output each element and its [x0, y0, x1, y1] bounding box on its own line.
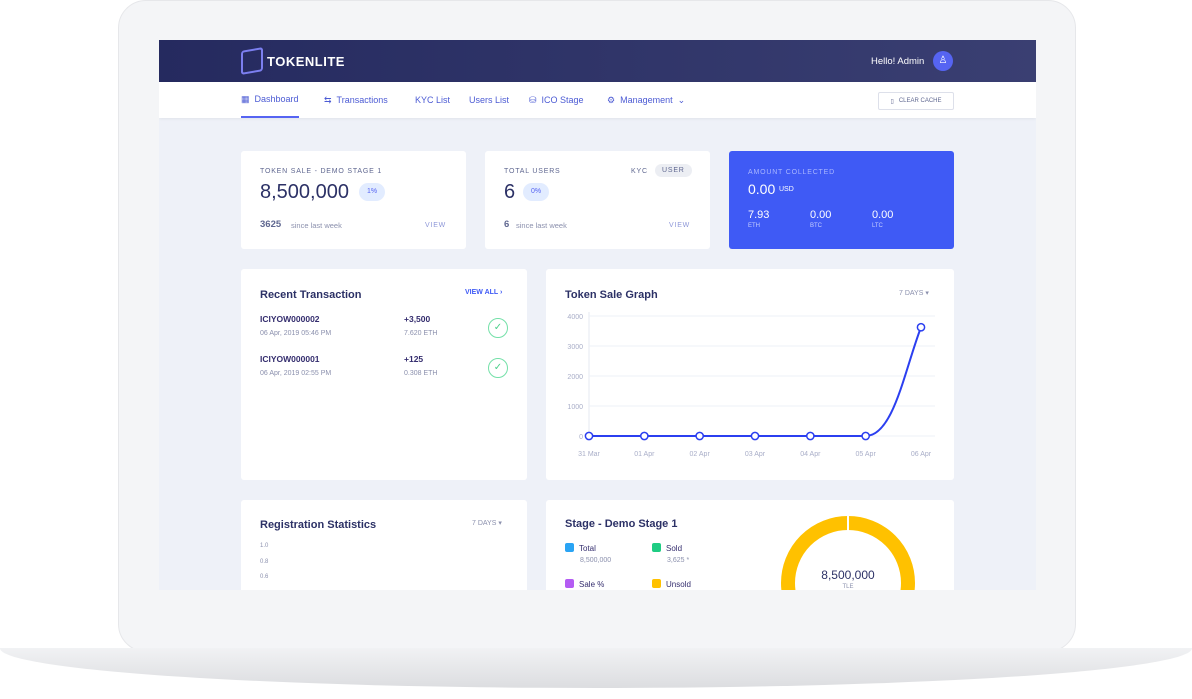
card-title: TOKEN SALE - DEMO STAGE 1 — [260, 168, 383, 175]
x-tick-label: 31 Mar — [578, 451, 600, 458]
tab-user[interactable]: USER — [655, 164, 692, 177]
users-value: 6 — [504, 181, 516, 203]
series-line — [589, 326, 922, 437]
view-all-link[interactable]: VIEW ALL › — [465, 289, 503, 296]
token-sale-card: TOKEN SALE - DEMO STAGE 1 8,500,000 1% 3… — [241, 151, 466, 249]
tx-eth: 0.308 ETH — [404, 370, 438, 377]
card-title: TOTAL USERS — [504, 168, 561, 175]
tab-transactions[interactable]: ⇆ Transactions — [324, 94, 388, 106]
since-value: 6 — [504, 219, 510, 230]
y-tick: 0.6 — [260, 574, 269, 580]
legend-total: Total 8,500,000 — [565, 543, 611, 564]
check-icon: ✓ — [488, 318, 508, 338]
grid-icon: ▦ — [241, 93, 250, 104]
btc-label: BTC — [810, 223, 822, 229]
y-tick-label: 1000 — [567, 404, 583, 411]
btc-value: 0.00 — [810, 209, 832, 221]
percent-badge: 0% — [523, 183, 549, 201]
legend-sale-percent: Sale % — [565, 579, 604, 589]
donut-gap — [847, 514, 849, 532]
data-point — [639, 431, 649, 441]
tx-id: ICIYOW000002 — [260, 314, 320, 324]
user-avatar-icon[interactable]: ♙ — [933, 51, 953, 71]
tab-management[interactable]: ⚙ Management ⌄ — [607, 94, 686, 106]
stage-card: Stage - Demo Stage 1 Total 8,500,000 Sold… — [546, 500, 954, 590]
trash-icon: ▯ — [890, 98, 894, 105]
card-title: AMOUNT COLLECTED — [748, 169, 835, 176]
card-title: Stage - Demo Stage 1 — [565, 518, 678, 530]
data-point — [695, 431, 705, 441]
tx-id: ICIYOW000001 — [260, 354, 320, 364]
legend-unsold: Unsold — [652, 579, 691, 589]
eth-value: 7.93 — [748, 209, 770, 221]
token-sale-value: 8,500,000 — [260, 181, 349, 203]
registration-statistics-card: Registration Statistics 7 DAYS ▾ 1.0 0.8… — [241, 500, 527, 590]
total-users-card: TOTAL USERS KYC USER 6 0% 6 since last w… — [485, 151, 710, 249]
since-value: 3625 — [260, 219, 282, 230]
laptop-base — [0, 648, 1192, 688]
recent-transactions-card: Recent Transaction VIEW ALL › ICIYOW0000… — [241, 269, 527, 480]
x-tick-label: 03 Apr — [745, 451, 766, 458]
screen: TOKENLITE Hello! Admin ♙ ▦ Dashboard ⇆ Tra… — [159, 40, 1036, 590]
x-tick-label: 01 Apr — [634, 451, 655, 458]
range-dropdown[interactable]: 7 DAYS ▾ — [472, 520, 502, 527]
donut-unit: TLE — [842, 584, 854, 590]
view-link[interactable]: VIEW — [425, 222, 447, 229]
tx-date: 06 Apr, 2019 02:55 PM — [260, 370, 332, 377]
chevron-down-icon: ⌄ — [677, 94, 686, 105]
view-link[interactable]: VIEW — [669, 222, 691, 229]
card-title: Recent Transaction — [260, 289, 362, 301]
tx-eth: 7.620 ETH — [404, 330, 438, 337]
gear-icon: ⚙ — [607, 94, 616, 105]
card-title: Token Sale Graph — [565, 289, 658, 301]
range-dropdown[interactable]: 7 DAYS ▾ — [899, 290, 929, 297]
y-tick-label: 0 — [579, 434, 583, 441]
tx-amount: +3,500 — [404, 314, 431, 324]
since-label: since last week — [516, 221, 567, 230]
since-label: since last week — [291, 221, 342, 230]
x-tick-label: 06 Apr — [911, 451, 932, 458]
clear-cache-button[interactable]: ▯ CLEAR CACHE — [878, 92, 954, 110]
legend-sold: Sold 3,625 * — [652, 543, 689, 564]
swap-icon: ⇆ — [324, 94, 332, 105]
tab-kyc-list[interactable]: KYC List — [415, 95, 451, 105]
y-tick-label: 3000 — [567, 344, 583, 351]
data-point — [916, 322, 926, 332]
check-icon: ✓ — [488, 358, 508, 378]
token-sale-graph-card: Token Sale Graph 7 DAYS ▾ 0 1000 2000 3000 4… — [546, 269, 954, 480]
amount-collected-card: AMOUNT COLLECTED 0.00 USD 7.93 ETH 0.00 … — [729, 151, 954, 249]
x-tick-label: 05 Apr — [856, 451, 877, 458]
percent-badge: 1% — [359, 183, 385, 201]
data-point — [584, 431, 594, 441]
ltc-value: 0.00 — [872, 209, 894, 221]
donut-value: 8,500,000 — [821, 568, 875, 582]
nav-bar: ▦ Dashboard ⇆ Transactions KYC List Users … — [159, 82, 1036, 118]
tx-date: 06 Apr, 2019 05:46 PM — [260, 330, 332, 337]
tab-dashboard[interactable]: ▦ Dashboard — [241, 82, 299, 118]
data-point — [861, 431, 871, 441]
tab-ico-stage[interactable]: ⛁ ICO Stage — [529, 94, 584, 106]
amount-unit: USD — [779, 186, 794, 193]
data-point — [805, 431, 815, 441]
greeting: Hello! Admin — [871, 56, 925, 67]
tab-users-list[interactable]: Users List — [469, 95, 510, 105]
top-bar: TOKENLITE Hello! Admin ♙ — [159, 40, 1036, 82]
tab-kyc[interactable]: KYC — [631, 168, 648, 175]
data-point — [750, 431, 760, 441]
tx-amount: +125 — [404, 354, 424, 364]
amount-value: 0.00 — [748, 181, 776, 197]
y-tick-label: 2000 — [567, 374, 583, 381]
logo-icon — [241, 47, 263, 75]
coins-icon: ⛁ — [529, 94, 537, 105]
y-tick-label: 4000 — [567, 314, 583, 321]
y-tick: 0.8 — [260, 559, 269, 565]
ltc-label: LTC — [872, 223, 883, 229]
eth-label: ETH — [748, 223, 760, 229]
card-title: Registration Statistics — [260, 519, 377, 531]
y-tick: 1.0 — [260, 543, 269, 549]
brand[interactable]: TOKENLITE — [267, 54, 345, 69]
x-tick-label: 02 Apr — [690, 451, 711, 458]
token-sale-chart: 0 1000 2000 3000 4000 31 Mar 01 Apr 02 Apr 03 Ap… — [567, 312, 935, 458]
x-tick-label: 04 Apr — [800, 451, 821, 458]
